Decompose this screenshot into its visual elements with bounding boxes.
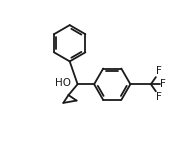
Text: F: F xyxy=(157,92,162,102)
Text: HO: HO xyxy=(55,78,71,88)
Text: F: F xyxy=(157,66,162,76)
Text: F: F xyxy=(160,79,166,89)
